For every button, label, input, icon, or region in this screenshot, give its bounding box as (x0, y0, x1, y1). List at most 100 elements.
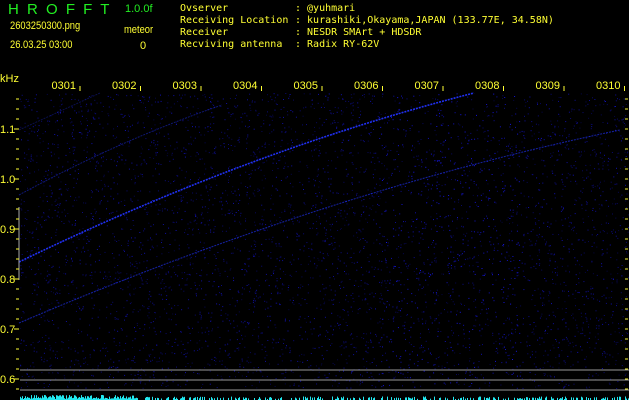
noise-dot (295, 271, 297, 273)
noise-dot (55, 279, 57, 281)
noise-dot (168, 303, 170, 305)
noise-dot (182, 120, 184, 122)
noise-dot (44, 131, 46, 133)
noise-dot (59, 293, 61, 295)
noise-dot (612, 203, 614, 205)
noise-dot (68, 148, 70, 150)
noise-dot (73, 382, 75, 384)
noise-dot (615, 360, 617, 362)
noise-dot (280, 108, 282, 110)
noise-dot (464, 338, 465, 340)
noise-dot (201, 280, 203, 282)
noise-dot (489, 190, 490, 192)
noise-dot (301, 141, 303, 143)
noise-dot (288, 309, 290, 311)
noise-dot (314, 145, 316, 146)
noise-dot (398, 246, 400, 247)
noise-dot (172, 158, 174, 160)
noise-dot (167, 343, 169, 345)
noise-dot (103, 176, 105, 178)
noise-dot (400, 247, 402, 249)
noise-dot (589, 172, 591, 174)
noise-dot (492, 115, 494, 117)
noise-dot (363, 366, 365, 368)
noise-dot (368, 261, 370, 263)
noise-dot (78, 363, 80, 365)
noise-dot (48, 281, 50, 283)
noise-dot (275, 265, 277, 267)
noise-dot (227, 344, 229, 346)
noise-dot (405, 338, 406, 340)
noise-dot (271, 194, 272, 196)
noise-dot (511, 328, 513, 330)
noise-dot (63, 131, 65, 133)
noise-dot (441, 226, 443, 228)
noise-dot (536, 102, 538, 104)
noise-dot (474, 299, 476, 301)
noise-dot (502, 336, 504, 338)
noise-dot (264, 300, 266, 302)
noise-dot (93, 308, 95, 310)
noise-dot (345, 359, 347, 361)
noise-dot (188, 247, 190, 249)
noise-dot (494, 152, 496, 154)
noise-dot (309, 260, 311, 262)
noise-dot (174, 148, 176, 150)
noise-dot (480, 245, 482, 247)
noise-dot (539, 138, 541, 140)
noise-dot (46, 292, 48, 294)
noise-dot (595, 310, 597, 312)
noise-dot (115, 272, 117, 274)
noise-dot (447, 264, 449, 266)
noise-dot (251, 169, 253, 171)
noise-dot (605, 361, 607, 363)
noise-dot (173, 250, 175, 252)
noise-dot (50, 189, 52, 191)
noise-dot (421, 318, 423, 320)
noise-dot (143, 230, 145, 232)
noise-dot (357, 312, 359, 314)
noise-dot (320, 223, 321, 225)
noise-dot (311, 208, 312, 210)
noise-dot (531, 121, 533, 123)
noise-dot (433, 364, 435, 366)
noise-dot (524, 138, 526, 139)
noise-dot (412, 381, 414, 383)
noise-dot (80, 382, 82, 384)
noise-dot (73, 297, 75, 299)
noise-dot (175, 230, 177, 231)
noise-dot (214, 148, 216, 150)
noise-dot (550, 376, 552, 378)
noise-dot (289, 299, 291, 301)
noise-dot (244, 335, 246, 337)
noise-dot (586, 320, 588, 322)
noise-dot (145, 344, 147, 346)
noise-dot (327, 99, 329, 101)
noise-dot (487, 140, 489, 142)
noise-dot (368, 132, 370, 134)
noise-dot (385, 260, 387, 262)
noise-dot (209, 107, 211, 109)
noise-dot (204, 306, 206, 308)
noise-dot (118, 202, 120, 204)
noise-dot (177, 212, 179, 214)
noise-dot (511, 200, 513, 201)
noise-dot (460, 266, 462, 268)
noise-dot (289, 206, 291, 208)
noise-dot (409, 377, 411, 379)
noise-dot (201, 269, 203, 271)
noise-dot (297, 360, 299, 362)
noise-dot (398, 234, 400, 236)
noise-dot (199, 131, 200, 133)
noise-dot (77, 352, 79, 354)
noise-dot (227, 330, 229, 332)
noise-dot (594, 199, 596, 201)
noise-dot (68, 293, 70, 295)
noise-dot (114, 266, 116, 268)
noise-dot (532, 380, 533, 382)
noise-dot (542, 144, 544, 146)
noise-dot (474, 366, 476, 368)
noise-dot (590, 190, 592, 192)
noise-dot (159, 316, 161, 318)
noise-dot (366, 283, 368, 285)
